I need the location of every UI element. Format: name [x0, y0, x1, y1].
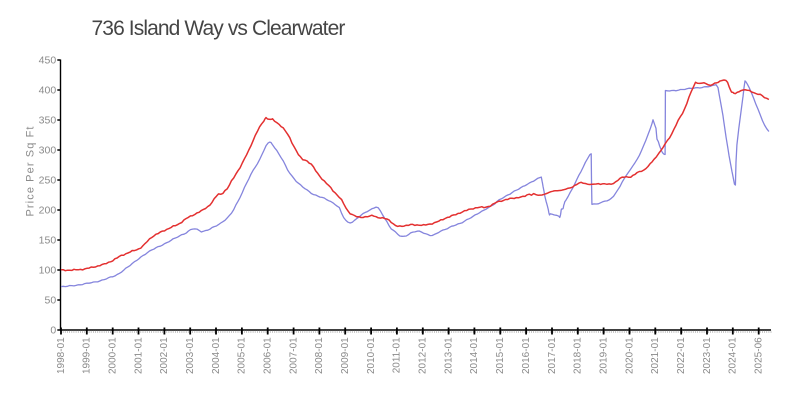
svg-text:2022-01: 2022-01: [676, 337, 687, 374]
svg-text:2023-01: 2023-01: [702, 337, 713, 374]
svg-text:2024-01: 2024-01: [728, 337, 739, 374]
svg-text:450: 450: [39, 54, 57, 66]
svg-text:2001-01: 2001-01: [133, 337, 144, 374]
svg-text:2016-01: 2016-01: [521, 337, 532, 374]
svg-text:2014-01: 2014-01: [469, 337, 480, 374]
svg-text:350: 350: [39, 114, 57, 126]
svg-text:2004-01: 2004-01: [211, 337, 222, 374]
svg-text:2002-01: 2002-01: [159, 337, 170, 374]
svg-text:2009-01: 2009-01: [340, 337, 351, 374]
svg-text:2019-01: 2019-01: [598, 337, 609, 374]
svg-text:400: 400: [39, 84, 57, 96]
svg-text:100: 100: [39, 264, 57, 276]
svg-text:2021-01: 2021-01: [650, 337, 661, 374]
svg-text:736 Island Way vs Clearwater: 736 Island Way vs Clearwater: [92, 17, 346, 40]
svg-text:50: 50: [45, 294, 57, 306]
svg-text:1999-01: 1999-01: [82, 337, 93, 374]
svg-text:2015-01: 2015-01: [495, 337, 506, 374]
svg-text:2025-06: 2025-06: [754, 337, 765, 374]
svg-text:2000-01: 2000-01: [108, 337, 119, 374]
svg-text:2008-01: 2008-01: [314, 337, 325, 374]
svg-text:2007-01: 2007-01: [288, 337, 299, 374]
svg-text:200: 200: [39, 204, 57, 216]
svg-text:2013-01: 2013-01: [443, 337, 454, 374]
svg-text:2010-01: 2010-01: [366, 337, 377, 374]
svg-text:150: 150: [39, 234, 57, 246]
svg-text:2006-01: 2006-01: [263, 337, 274, 374]
svg-text:2020-01: 2020-01: [624, 337, 635, 374]
svg-text:1998-01: 1998-01: [56, 337, 67, 374]
svg-text:2018-01: 2018-01: [573, 337, 584, 374]
svg-text:Price Per Sq Ft: Price Per Sq Ft: [25, 125, 37, 216]
svg-text:2005-01: 2005-01: [237, 337, 248, 374]
svg-text:250: 250: [39, 174, 57, 186]
svg-text:2012-01: 2012-01: [418, 337, 429, 374]
svg-text:300: 300: [39, 144, 57, 156]
svg-text:2003-01: 2003-01: [185, 337, 196, 374]
svg-text:0: 0: [50, 324, 56, 336]
svg-text:2011-01: 2011-01: [392, 337, 403, 373]
svg-text:2017-01: 2017-01: [547, 337, 558, 374]
